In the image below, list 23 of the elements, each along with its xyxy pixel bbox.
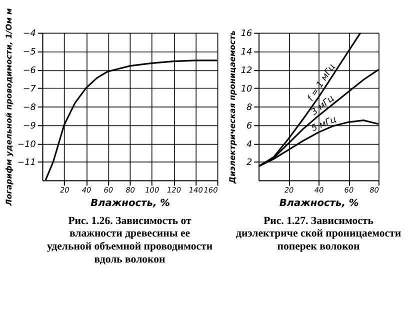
y-tick-label: 10 bbox=[240, 84, 253, 95]
text: Рис. 1.27. Зависимость диэлектриче ской проницаемости поперек волокон bbox=[236, 214, 402, 253]
y-tick-label: −10 bbox=[17, 140, 36, 150]
y-tick-label: 2 bbox=[246, 158, 253, 168]
text: Рис. 1.26. Зависимость от влажности древесины ее удельной объемной проводимости вдоль волокон bbox=[46, 214, 213, 266]
y-tick-label: −5 bbox=[22, 48, 36, 58]
y-axis-title: Диэлектрическая проницаемость bbox=[228, 30, 237, 184]
y-tick-label: 12 bbox=[240, 66, 253, 76]
y-tick-label: −11 bbox=[17, 158, 36, 168]
y-tick-label: −6 bbox=[22, 66, 36, 76]
x-axis-title: Влажность, % bbox=[90, 198, 170, 209]
y-tick-label: 8 bbox=[246, 102, 253, 113]
x-axis-title: Влажность, % bbox=[279, 198, 359, 209]
y-tick-label: 14 bbox=[240, 48, 252, 58]
y-axis-title: Логарифм удельной проводимости, 1/Ом м bbox=[4, 8, 14, 207]
y-tick-label: 4 bbox=[246, 140, 252, 150]
y-tick-label: −8 bbox=[22, 102, 36, 113]
y-tick-label: −4 bbox=[22, 29, 36, 40]
y-tick-label: −9 bbox=[22, 121, 36, 132]
y-tick-label: 16 bbox=[240, 29, 253, 40]
text: 5 мГц bbox=[310, 114, 338, 134]
y-tick-label: −7 bbox=[22, 84, 36, 95]
y-tick-label: 6 bbox=[246, 121, 253, 132]
